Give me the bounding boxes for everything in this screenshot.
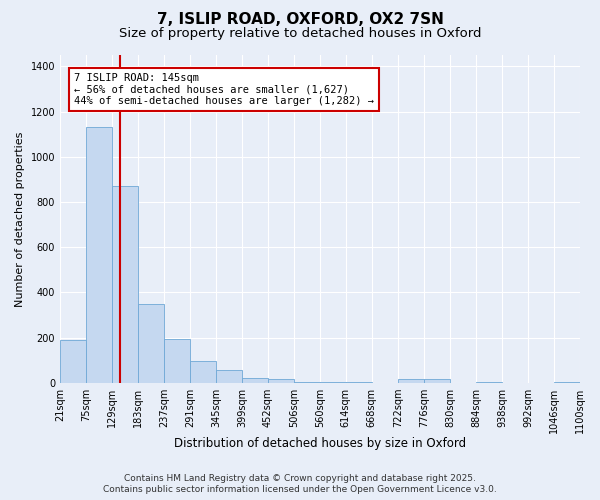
Bar bbox=[164, 338, 190, 382]
Bar bbox=[216, 370, 242, 382]
Bar bbox=[268, 380, 294, 382]
Text: 7, ISLIP ROAD, OXFORD, OX2 7SN: 7, ISLIP ROAD, OXFORD, OX2 7SN bbox=[157, 12, 443, 28]
Bar bbox=[60, 340, 86, 382]
Y-axis label: Number of detached properties: Number of detached properties bbox=[15, 131, 25, 306]
Bar bbox=[86, 128, 112, 382]
Bar bbox=[398, 380, 424, 382]
Bar bbox=[190, 362, 216, 382]
Bar bbox=[242, 378, 268, 382]
Text: Size of property relative to detached houses in Oxford: Size of property relative to detached ho… bbox=[119, 28, 481, 40]
Text: Contains HM Land Registry data © Crown copyright and database right 2025.
Contai: Contains HM Land Registry data © Crown c… bbox=[103, 474, 497, 494]
Text: 7 ISLIP ROAD: 145sqm
← 56% of detached houses are smaller (1,627)
44% of semi-de: 7 ISLIP ROAD: 145sqm ← 56% of detached h… bbox=[74, 73, 374, 106]
Bar bbox=[424, 380, 450, 382]
Bar bbox=[138, 304, 164, 382]
Bar bbox=[112, 186, 138, 382]
X-axis label: Distribution of detached houses by size in Oxford: Distribution of detached houses by size … bbox=[174, 437, 466, 450]
